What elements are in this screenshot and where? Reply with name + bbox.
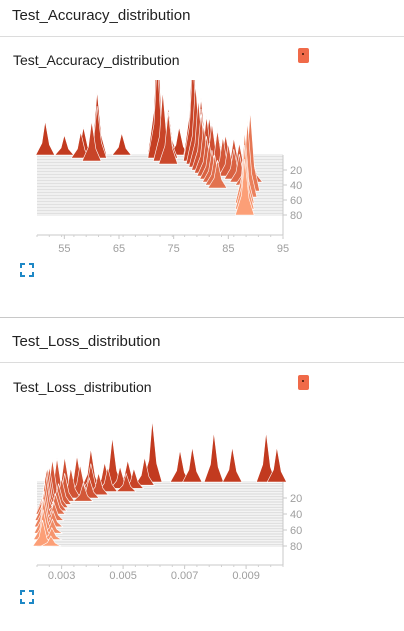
x-tick-label: 85 <box>222 243 234 255</box>
y-tick-label: 40 <box>290 180 302 192</box>
y-tick-label: 80 <box>290 210 302 222</box>
distribution-ridge <box>40 535 62 547</box>
accuracy-distribution-chart: 55 65 75 85 95 20 40 60 80 <box>35 80 302 255</box>
distribution-ridge <box>72 482 94 502</box>
distribution-ridge <box>111 132 132 156</box>
distribution-ridge <box>234 158 255 216</box>
x-tick-label: 0.003 <box>48 570 76 582</box>
series-color-chip[interactable] <box>298 375 309 390</box>
y-tick-label: 40 <box>290 509 302 521</box>
y-tick-label: 20 <box>290 165 302 177</box>
loss-distribution-chart: 0.003 0.005 0.007 0.009 20 40 60 80 <box>32 419 302 582</box>
section-heading-loss[interactable]: Test_Loss_distribution <box>12 333 161 350</box>
chip-dot <box>302 380 304 382</box>
section-divider <box>0 36 404 37</box>
x-tick-label: 75 <box>168 243 180 255</box>
chip-dot <box>302 53 304 55</box>
distribution-ridge <box>182 446 203 483</box>
y-tick-label: 60 <box>290 195 302 207</box>
distribution-ridge <box>134 457 155 486</box>
y-tick-label: 20 <box>290 493 302 505</box>
y-tick-label: 60 <box>290 525 302 537</box>
distribution-ridge <box>88 471 109 496</box>
expand-icon[interactable] <box>20 263 34 277</box>
distribution-ridge <box>207 159 228 189</box>
section-divider <box>0 362 404 363</box>
distribution-ridge <box>43 501 65 521</box>
ridges <box>35 80 263 216</box>
distribution-ridge <box>158 111 179 165</box>
chart-title-loss: Test_Loss_distribution <box>13 379 152 395</box>
distribution-ridge <box>115 472 137 492</box>
x-tick-label: 0.005 <box>109 570 137 582</box>
x-tick-label: 0.007 <box>171 570 199 582</box>
x-tick-label: 65 <box>113 243 125 255</box>
y-tick-label: 80 <box>290 541 302 553</box>
distribution-ridge <box>41 526 63 540</box>
ridges <box>32 419 287 547</box>
section-divider <box>0 317 404 318</box>
distribution-ridge <box>54 133 75 156</box>
series-color-chip[interactable] <box>298 48 309 63</box>
distribution-ridge <box>203 431 224 483</box>
distribution-ridge <box>142 419 163 483</box>
distribution-ridge <box>222 446 243 483</box>
x-tick-label: 55 <box>58 243 70 255</box>
distribution-ridge <box>81 120 102 162</box>
section-heading-accuracy[interactable]: Test_Accuracy_distribution <box>12 7 191 24</box>
distribution-ridge <box>45 492 66 515</box>
chart-title-accuracy: Test_Accuracy_distribution <box>13 52 180 68</box>
distribution-ridge <box>35 120 56 156</box>
distribution-ridge <box>97 467 118 492</box>
x-tick-label: 95 <box>277 243 289 255</box>
expand-icon[interactable] <box>20 590 34 604</box>
x-tick-label: 0.009 <box>232 570 260 582</box>
